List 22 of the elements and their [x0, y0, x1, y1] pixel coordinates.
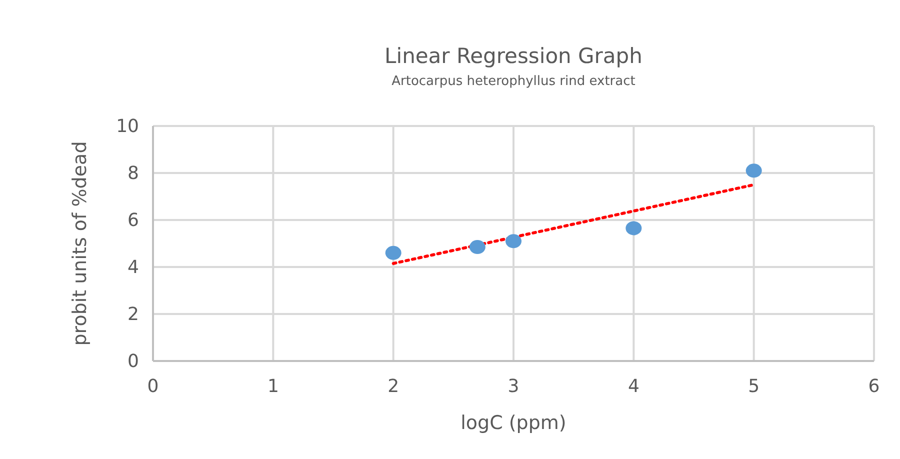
y-axis-title: probit units of %dead — [69, 141, 91, 346]
y-tick-label: 8 — [128, 163, 139, 184]
x-tick-label: 4 — [628, 376, 640, 397]
chart-subtitle: Artocarpus heterophyllus rind extract — [392, 74, 636, 89]
point — [506, 234, 522, 248]
y-tick-label: 0 — [128, 351, 139, 372]
point — [385, 246, 402, 260]
y-tick-label: 2 — [128, 304, 139, 325]
y-tick-label: 4 — [128, 257, 139, 278]
x-tick-label: 5 — [748, 376, 760, 397]
x-tick-label: 6 — [868, 376, 880, 397]
chart-title: Linear Regression Graph — [384, 44, 642, 68]
y-tick-label: 10 — [116, 116, 139, 137]
point — [746, 164, 762, 178]
point — [469, 240, 486, 254]
x-tick-label: 0 — [147, 376, 159, 397]
x-axis-title: logC (ppm) — [460, 412, 566, 434]
y-tick-label: 6 — [128, 210, 139, 231]
x-tick-label: 1 — [267, 376, 279, 397]
x-tick-label: 3 — [508, 376, 520, 397]
point — [626, 221, 642, 236]
x-tick-label: 2 — [388, 376, 400, 397]
